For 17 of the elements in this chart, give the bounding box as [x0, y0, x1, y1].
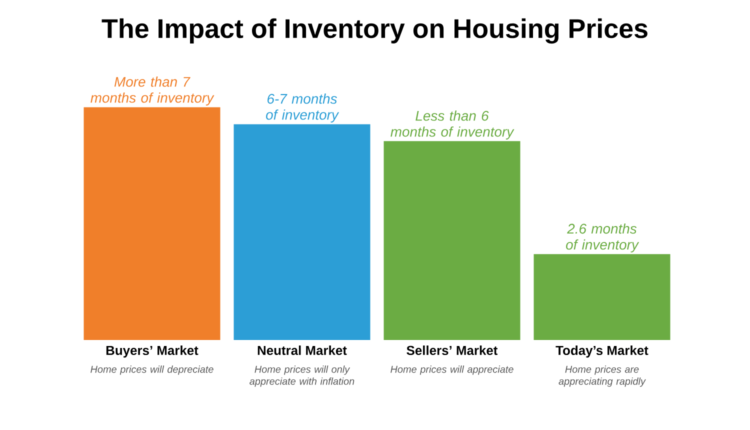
- chart-title: The Impact of Inventory on Housing Prices: [102, 18, 648, 44]
- text: Home prices will depreciate: [90, 366, 214, 375]
- x-tick-label: Today’s Market: [556, 346, 648, 358]
- annotation: 2.6 months of inventory: [566, 223, 640, 252]
- x-tick-label: Sellers’ Market: [406, 346, 498, 356]
- text: Home prices will appreciate: [390, 366, 514, 375]
- bar: [234, 124, 370, 340]
- x-tick-label: Neutral Market: [258, 346, 347, 356]
- bar: [384, 141, 520, 340]
- bar: [84, 107, 220, 340]
- bar: [534, 254, 670, 340]
- annotation: 6-7 months of inventory: [266, 94, 340, 122]
- text: Home prices are appreciating rapidly: [558, 366, 646, 387]
- annotation: More than 7 months of inventory: [90, 76, 214, 106]
- text: Home prices will only appreciate with inflation: [250, 366, 354, 387]
- x-tick-label: Buyers’ Market: [106, 346, 198, 358]
- annotation: Less than 6 months of inventory: [390, 110, 514, 140]
